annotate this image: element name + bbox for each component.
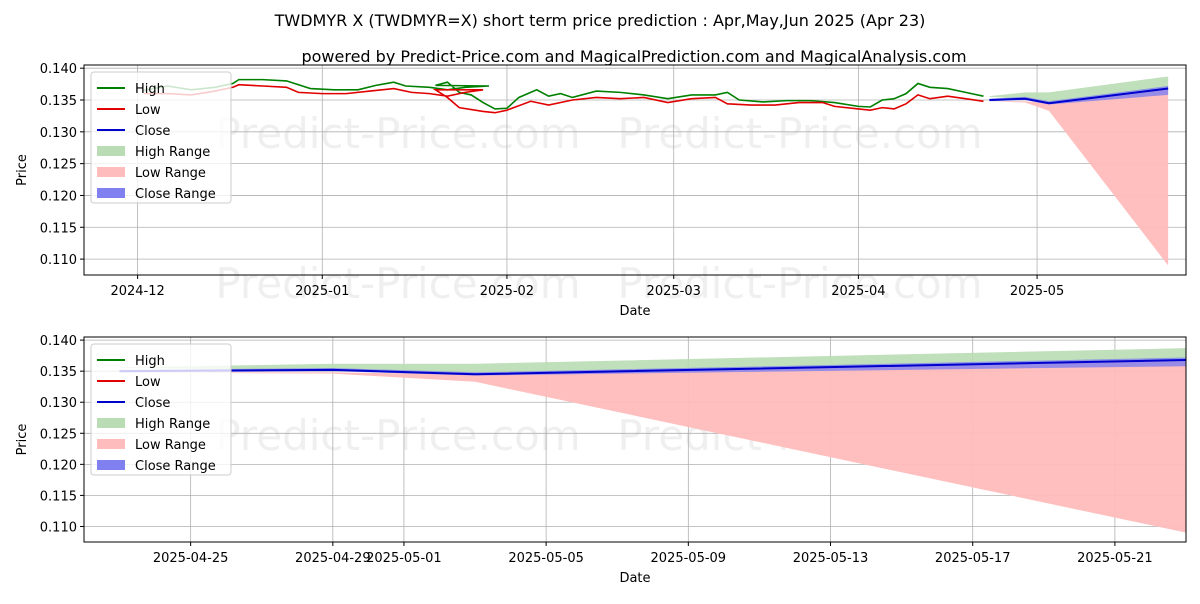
x-tick-label: 2025-05-09 [651, 551, 727, 566]
legend-close-range-swatch [97, 460, 125, 470]
close-series-line [989, 87, 1169, 105]
legend-high-range-label: High Range [135, 145, 210, 160]
legend-close-label: Close [135, 396, 170, 411]
y-tick-label: 0.125 [40, 158, 77, 173]
y-tick-label: 0.115 [40, 221, 77, 236]
watermark-text: Predict-Price.com [617, 259, 982, 308]
legend-high-range-swatch [97, 418, 125, 428]
legend-low-range-label: Low Range [135, 166, 206, 181]
legend-high-label: High [135, 82, 165, 97]
x-tick-label: 2024-12 [110, 284, 164, 299]
legend-low-range-swatch [97, 167, 125, 177]
y-tick-label: 0.120 [40, 189, 77, 204]
x-tick-label: 2025-05-13 [793, 551, 869, 566]
legend-box [90, 343, 232, 476]
legend-close-range-label: Close Range [135, 187, 216, 202]
legend-low-label: Low [135, 375, 161, 390]
high-series-line [143, 78, 984, 110]
legend-box [90, 71, 232, 204]
y-axis-label: Price [15, 424, 30, 456]
y-tick-label: 0.120 [40, 458, 77, 473]
x-tick-label: 2025-05 [1010, 284, 1064, 299]
y-tick-label: 0.110 [40, 253, 77, 268]
low-range-band [119, 359, 1187, 533]
y-tick-label: 0.115 [40, 489, 77, 504]
x-tick-label: 2025-01 [295, 284, 349, 299]
legend-low-range-swatch [97, 439, 125, 449]
x-axis-label: Date [619, 571, 650, 586]
plot-frame [83, 336, 1187, 543]
watermark-text: Predict-Price.com [215, 411, 580, 460]
low-series-line [143, 83, 984, 114]
legend-close-range-swatch [97, 188, 125, 198]
x-tick-label: 2025-03 [647, 284, 701, 299]
x-tick-label: 2025-05-01 [366, 551, 442, 566]
legend-close-label: Close [135, 124, 170, 139]
chart-subtitle: powered by Predict-Price.com and Magical… [301, 47, 966, 66]
legend-low-label: Low [135, 103, 161, 118]
y-tick-label: 0.130 [40, 396, 77, 411]
low-range-band [989, 88, 1169, 266]
chart-title: TWDMYR X (TWDMYR=X) short term price pre… [274, 11, 926, 30]
legend-close-range-label: Close Range [135, 459, 216, 474]
x-tick-label: 2025-05-21 [1077, 551, 1153, 566]
plot-frame [83, 64, 1187, 276]
y-tick-label: 0.130 [40, 126, 77, 141]
high-range-band [989, 76, 1169, 104]
legend-high-range-swatch [97, 146, 125, 156]
high-range-band [119, 348, 1187, 375]
x-tick-label: 2025-05-17 [935, 551, 1011, 566]
legend-low-range-label: Low Range [135, 438, 206, 453]
y-tick-label: 0.140 [40, 62, 77, 77]
y-tick-label: 0.135 [40, 365, 77, 380]
watermark-text: Predict-Price.com [215, 109, 580, 158]
y-tick-label: 0.135 [40, 94, 77, 109]
watermark-text: Predict-Price.com [215, 259, 580, 308]
x-tick-label: 2025-04-29 [295, 551, 371, 566]
x-tick-label: 2025-04-25 [153, 551, 229, 566]
y-tick-label: 0.110 [40, 520, 77, 535]
y-axis-label: Price [15, 154, 30, 186]
forecast-chart-panel: Predict-Price.comPredict-Price.com0.1100… [15, 334, 1187, 586]
watermark-text: Predict-Price.com [617, 109, 982, 158]
x-axis-label: Date [619, 304, 650, 319]
x-tick-label: 2025-04 [831, 284, 885, 299]
x-tick-label: 2025-05-05 [508, 551, 584, 566]
history-chart-panel: Predict-Price.com Predict-Price.com Predic… [15, 62, 1187, 319]
legend-high-range-label: High Range [135, 417, 210, 432]
y-tick-label: 0.125 [40, 427, 77, 442]
y-tick-label: 0.140 [40, 334, 77, 349]
legend-high-label: High [135, 354, 165, 369]
x-tick-label: 2025-02 [480, 284, 534, 299]
